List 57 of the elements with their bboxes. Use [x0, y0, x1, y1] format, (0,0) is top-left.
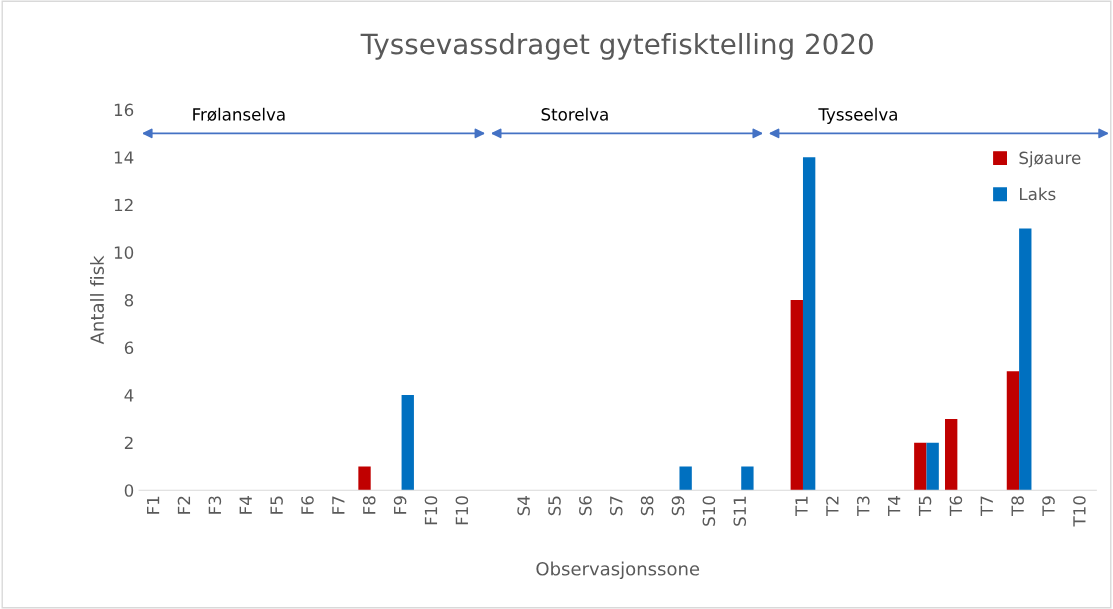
x-tick-label: T5: [918, 496, 932, 516]
bar: [926, 442, 939, 491]
x-tick-label: T1: [795, 496, 808, 516]
chart-title: Tyssevassdraget gytefisktelling 2020: [360, 32, 873, 60]
x-tick-label: T4: [888, 496, 901, 516]
x-tick-label: T7: [980, 496, 993, 516]
y-tick-label: 0: [124, 484, 134, 497]
x-axis-title: Observasjonssone: [536, 561, 700, 580]
bar: [741, 466, 754, 491]
x-tick-label: F1: [147, 496, 160, 514]
x-tick-label: F5: [270, 496, 283, 514]
x-tick-label: S6: [579, 496, 592, 516]
x-tick-label: F10: [424, 496, 438, 525]
y-tick-label: 16: [114, 103, 134, 117]
annotation: Frølanselva: [193, 107, 285, 122]
x-tick-label: F3: [208, 496, 222, 514]
y-tick-label: 14: [114, 151, 134, 164]
y-tick-label: 12: [114, 198, 133, 212]
x-tick-label: F8: [362, 496, 376, 514]
legend-label: Laks: [1020, 187, 1056, 201]
x-tick-label: T3: [856, 496, 870, 516]
y-tick-label: 2: [124, 436, 133, 449]
bar: [790, 299, 803, 491]
bar: [1019, 228, 1032, 491]
x-tick-label: F10: [455, 496, 469, 525]
bar: [1006, 371, 1020, 491]
annotation: Storelva: [541, 107, 608, 121]
x-tick-label: S8: [640, 496, 654, 516]
x-tick-label: F9: [393, 496, 407, 514]
y-tick-label: 8: [124, 293, 134, 307]
x-tick-label: T10: [1073, 496, 1086, 527]
bar: [914, 442, 927, 491]
x-tick-label: S10: [702, 496, 716, 526]
bar: [679, 466, 692, 491]
x-tick-label: T2: [826, 496, 839, 516]
y-axis-title: Antall fisk: [90, 255, 104, 345]
bar: [945, 418, 958, 491]
bar: [802, 157, 816, 491]
x-tick-label: T9: [1042, 496, 1055, 516]
x-tick-label: S4: [517, 496, 530, 516]
x-tick-label: F6: [301, 496, 314, 514]
x-tick-label: S9: [671, 496, 685, 516]
bar: [358, 466, 371, 491]
y-tick-label: 4: [124, 389, 134, 402]
y-tick-label: 6: [124, 341, 134, 355]
legend-label: Sjøaure: [1019, 151, 1081, 168]
x-tick-label: T8: [1011, 496, 1024, 516]
x-tick-label: F4: [239, 496, 252, 514]
x-tick-label: S5: [548, 496, 561, 516]
x-tick-label: S7: [609, 496, 623, 516]
x-tick-label: S11: [733, 496, 747, 526]
y-tick-label: 10: [114, 246, 134, 259]
x-tick-label: F2: [177, 496, 191, 514]
annotation: Tysseelva: [818, 107, 897, 124]
x-tick-label: T6: [949, 496, 963, 516]
x-tick-label: F7: [332, 496, 345, 514]
bar: [401, 395, 414, 491]
